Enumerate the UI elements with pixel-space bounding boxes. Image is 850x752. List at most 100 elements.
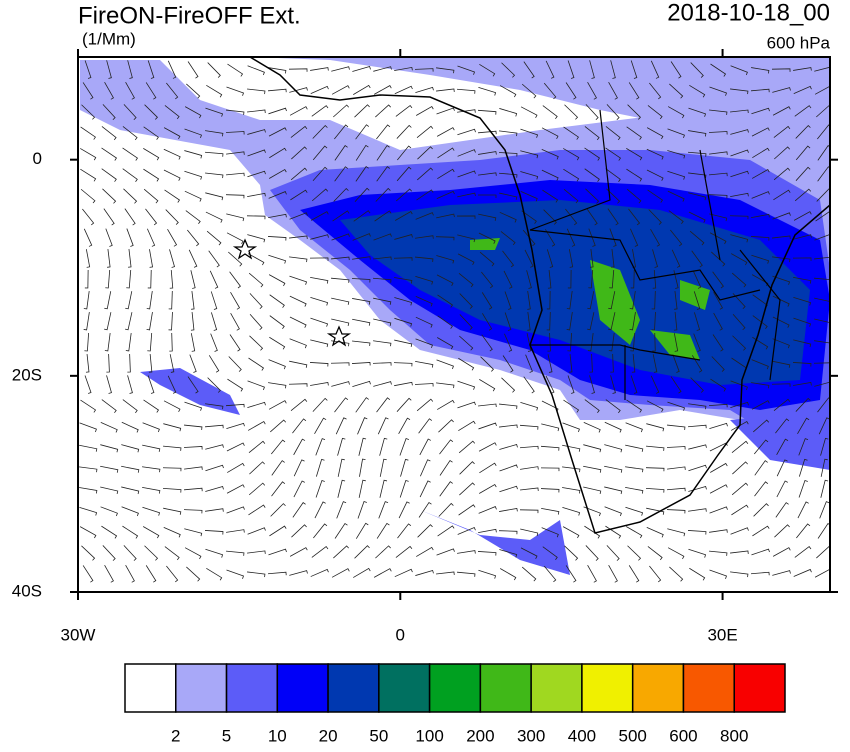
wind-barb xyxy=(673,312,678,331)
colorbar-label: 10 xyxy=(268,726,287,745)
colorbar-label: 600 xyxy=(669,726,697,745)
wind-barb xyxy=(163,400,181,413)
wind-barb xyxy=(84,375,92,394)
wind-barb xyxy=(751,400,770,410)
wind-barb xyxy=(520,547,538,559)
wind-barb xyxy=(436,190,455,200)
wind-barb xyxy=(646,148,664,160)
wind-barb xyxy=(335,417,347,435)
wind-barb xyxy=(478,528,497,534)
wind-barb xyxy=(793,211,812,221)
colorbar-label: 2 xyxy=(171,726,180,745)
wind-barb xyxy=(667,190,685,202)
wind-barb xyxy=(397,523,412,539)
wind-barb xyxy=(457,65,476,75)
wind-barb xyxy=(436,571,455,576)
wind-barb xyxy=(688,508,707,512)
wind-barb xyxy=(394,210,413,221)
wind-barb xyxy=(436,67,455,74)
wind-barb xyxy=(499,130,518,137)
wind-barb xyxy=(331,256,350,261)
wind-barb xyxy=(797,501,809,519)
wind-barb xyxy=(730,550,749,554)
map-frame xyxy=(77,56,831,593)
wind-barb xyxy=(588,228,596,247)
wind-barb xyxy=(147,332,153,352)
wind-barb xyxy=(247,401,266,408)
wind-barb xyxy=(290,167,308,181)
wind-barb xyxy=(162,487,182,493)
wind-barb xyxy=(688,444,707,450)
wind-barb xyxy=(543,82,557,100)
wind-barb xyxy=(103,208,115,226)
wind-barb xyxy=(394,297,413,306)
wind-barb xyxy=(652,354,658,373)
wind-barb xyxy=(731,504,749,516)
wind-barb xyxy=(357,501,367,519)
wind-barb xyxy=(104,291,112,310)
wind-barb xyxy=(334,145,348,161)
wind-barb xyxy=(186,83,201,99)
wind-barb xyxy=(541,527,559,538)
wind-barb xyxy=(521,83,537,99)
wind-barb xyxy=(605,399,621,414)
wind-barb xyxy=(205,444,224,450)
wind-barb xyxy=(228,251,243,267)
wind-barb xyxy=(376,397,391,413)
wind-barb xyxy=(566,291,573,310)
wind-barb xyxy=(102,188,117,204)
wind-barb xyxy=(394,339,413,347)
colorbar-box xyxy=(631,663,685,713)
wind-barb xyxy=(562,526,580,539)
wind-barb xyxy=(82,82,94,100)
wind-barb xyxy=(353,567,371,578)
wind-barb xyxy=(543,209,557,225)
wind-barb xyxy=(105,228,113,247)
colorbar-box xyxy=(682,663,735,713)
wind-barb xyxy=(479,251,495,267)
wind-barb xyxy=(376,522,390,539)
wind-barb xyxy=(793,339,812,348)
wind-barb xyxy=(107,249,111,268)
wind-barb xyxy=(730,571,749,578)
wind-barb xyxy=(694,312,701,331)
wind-barb xyxy=(666,446,686,450)
wind-barb xyxy=(332,210,350,222)
date: 2018-10-18_00 xyxy=(667,0,830,26)
wind-barb xyxy=(289,547,308,557)
wind-barb xyxy=(184,424,203,430)
wind-barb xyxy=(793,276,812,284)
wind-barb xyxy=(709,529,728,533)
wind-barb xyxy=(730,129,749,135)
wind-barb xyxy=(588,269,594,289)
wind-barb xyxy=(85,249,91,268)
wind-barb xyxy=(795,397,811,412)
wind-barb xyxy=(121,444,140,453)
wind-barb xyxy=(773,189,791,201)
wind-barb xyxy=(751,127,770,137)
wind-barb xyxy=(147,60,155,79)
title: FireON-FireOFF Ext. xyxy=(78,2,301,29)
wind-barb xyxy=(229,271,241,289)
wind-barb xyxy=(668,210,684,225)
wind-barb xyxy=(814,297,830,302)
wind-barb xyxy=(772,547,791,557)
wind-barb xyxy=(775,418,790,434)
wind-barb xyxy=(81,545,96,561)
wind-barb xyxy=(793,317,812,327)
wind-barb xyxy=(101,168,117,182)
wind-barb xyxy=(544,229,556,247)
wind-barb xyxy=(104,81,114,100)
wind-barb xyxy=(772,316,790,328)
wind-barb xyxy=(587,81,597,100)
wind-barb xyxy=(205,130,224,137)
wind-barb xyxy=(673,270,679,289)
wind-barb xyxy=(183,509,203,514)
wind-barb xyxy=(376,145,390,161)
wind-barb xyxy=(268,88,287,93)
wind-barb xyxy=(709,109,728,116)
wind-barb xyxy=(542,189,559,203)
wind-barb xyxy=(607,208,619,226)
wind-barb xyxy=(731,482,749,496)
wind-barb xyxy=(142,506,161,516)
